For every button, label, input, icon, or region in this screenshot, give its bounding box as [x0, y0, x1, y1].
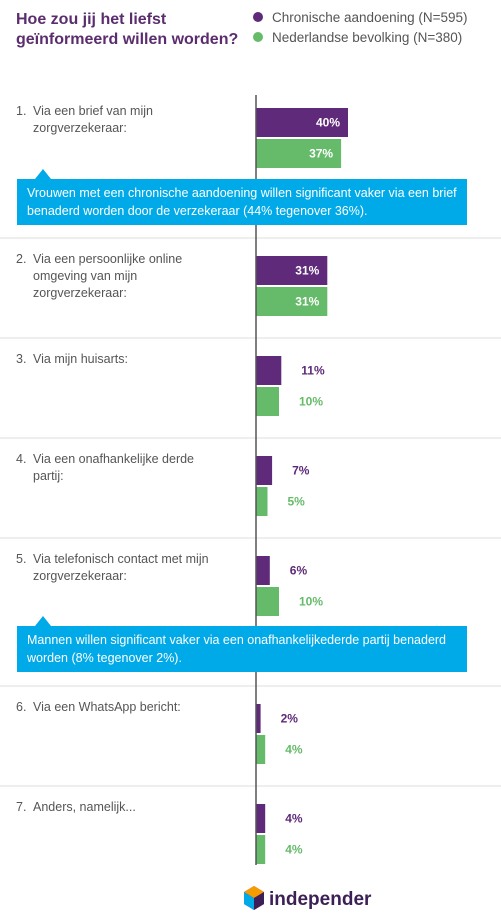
category-label: 1. Via een brief van mijn zorgverzekeraar:: [16, 104, 153, 135]
data-label: 7%: [292, 464, 310, 478]
bar: [256, 139, 342, 168]
callout-women: Vrouwen met een chronische aandoening wi…: [17, 169, 467, 225]
category-text: omgeving van mijn: [33, 269, 137, 283]
data-label: 31%: [295, 295, 319, 309]
bar: [256, 487, 268, 516]
title-line: geïnformeerd willen worden?: [16, 31, 238, 48]
legend-marker: [253, 12, 263, 22]
bar: [256, 287, 328, 316]
category-text: zorgverzekeraar:: [33, 121, 127, 135]
bar: [256, 835, 266, 864]
category-number: 7.: [16, 800, 26, 814]
bars: 40% 37% 31% 31% 11% 10% 7% 5% 6% 10% 2% 4% 4% 4%: [256, 108, 348, 864]
category-number: 4.: [16, 452, 26, 466]
category-text: Via telefonisch contact met mijn: [33, 552, 209, 566]
dividers: [0, 237, 501, 787]
category-label: 5. Via telefonisch contact met mijn zorgve…: [16, 552, 209, 583]
bar: [256, 556, 270, 585]
legend-label: Nederlandse bevolking (N=380): [272, 30, 462, 45]
category-text: Via een persoonlijke online: [33, 252, 182, 266]
callout-text: Mannen willen significant vaker via een …: [27, 633, 447, 665]
category-number: 6.: [16, 700, 26, 714]
category-label: 7. Anders, namelijk...: [16, 800, 136, 814]
data-label: 2%: [281, 712, 299, 726]
chart-title: Hoe zou jij het liefst geïnformeerd wille…: [16, 11, 238, 48]
callout-men: Mannen willen significant vaker via een …: [17, 616, 467, 672]
data-label: 40%: [316, 116, 340, 130]
independer-logo: independer: [244, 886, 372, 910]
category-text: zorgverzekeraar:: [33, 286, 127, 300]
bar: [256, 804, 266, 833]
bar: [256, 108, 348, 137]
category-text: Via een WhatsApp bericht:: [33, 700, 181, 714]
bar: [256, 735, 266, 764]
data-label: 11%: [301, 364, 325, 378]
data-label: 4%: [285, 843, 303, 857]
data-label: 4%: [285, 743, 303, 757]
bar: [256, 387, 279, 416]
category-text: zorgverzekeraar:: [33, 569, 127, 583]
category-label: 2. Via een persoonlijke online omgeving va…: [16, 252, 182, 300]
category-text: Via een brief van mijn: [33, 104, 153, 118]
bar: [256, 256, 328, 285]
data-label: 4%: [285, 812, 303, 826]
category-text: Via een onafhankelijke derde: [33, 452, 194, 466]
category-number: 2.: [16, 252, 26, 266]
category-text: partij:: [33, 469, 64, 483]
category-label: 6. Via een WhatsApp bericht:: [16, 700, 181, 714]
bar: [256, 704, 261, 733]
data-label: 37%: [309, 147, 333, 161]
category-number: 3.: [16, 352, 26, 366]
legend-marker: [253, 32, 263, 42]
legend: Chronische aandoening (N=595) Nederlandse…: [253, 10, 468, 45]
bar: [256, 587, 279, 616]
data-label: 31%: [295, 264, 319, 278]
data-label: 10%: [299, 595, 323, 609]
category-text: Via mijn huisarts:: [33, 352, 128, 366]
logo-text: independer: [269, 889, 372, 910]
bar: [256, 456, 273, 485]
callout-text: Vrouwen met een chronische aandoening wi…: [27, 186, 457, 218]
data-label: 10%: [299, 395, 323, 409]
category-label: 3. Via mijn huisarts:: [16, 352, 128, 366]
category-number: 5.: [16, 552, 26, 566]
title-line: Hoe zou jij het liefst: [16, 11, 167, 28]
category-labels: 1. Via een brief van mijn zorgverzekeraar:…: [16, 104, 209, 814]
category-number: 1.: [16, 104, 26, 118]
category-label: 4. Via een onafhankelijke derde partij:: [16, 452, 194, 483]
data-label: 6%: [290, 564, 308, 578]
category-text: Anders, namelijk...: [33, 800, 136, 814]
bar: [256, 356, 282, 385]
data-label: 5%: [288, 495, 306, 509]
hexagon-logo-icon: [244, 886, 264, 910]
legend-label: Chronische aandoening (N=595): [272, 10, 468, 25]
